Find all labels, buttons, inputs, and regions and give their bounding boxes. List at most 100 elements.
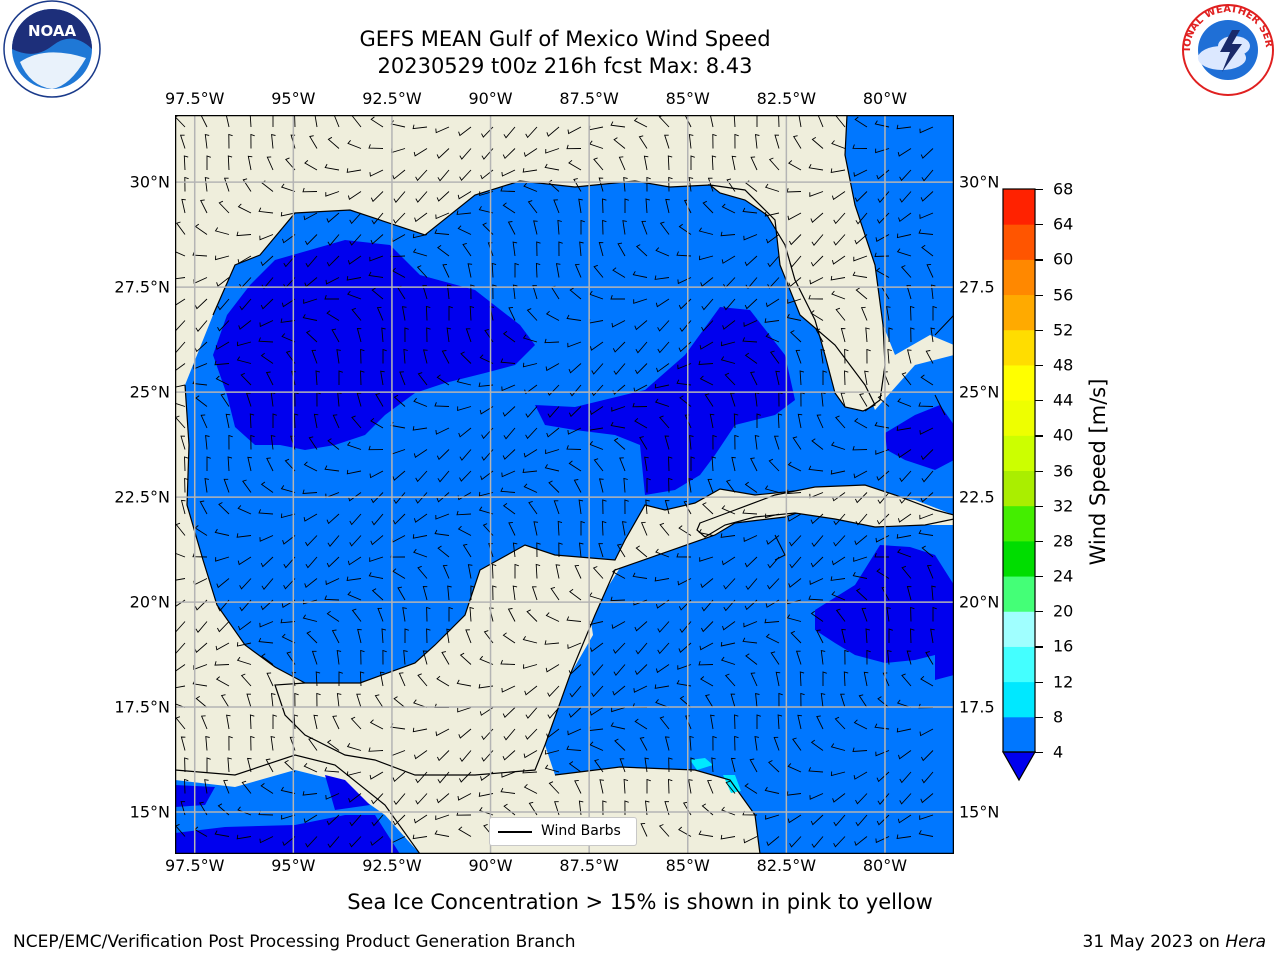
wind-barb-501 xyxy=(412,426,428,431)
wind-barb-525 xyxy=(180,435,186,450)
wind-barb-1107 xyxy=(668,778,673,794)
wind-barb-365 xyxy=(502,331,516,343)
wind-barb-377 xyxy=(765,333,780,343)
wind-barb-281 xyxy=(194,298,208,310)
wind-barb-696 xyxy=(854,535,868,546)
wind-barb-1119 xyxy=(920,793,934,804)
wind-barb-1021 xyxy=(308,737,318,751)
wind-barb-654 xyxy=(702,502,714,515)
wind-barb-144 xyxy=(258,207,274,214)
wind-barb-612 xyxy=(548,480,560,493)
wind-barb-923 xyxy=(456,679,472,687)
wind-barb-544 xyxy=(589,441,604,450)
wind-barb-981 xyxy=(200,715,208,730)
colorbar-label-8: 8 xyxy=(1053,707,1064,727)
wind-barb-611 xyxy=(523,483,538,493)
wind-barb-129 xyxy=(707,177,714,192)
wind-barb-389 xyxy=(260,352,274,364)
wind-barb-150 xyxy=(393,212,406,224)
wind-barb-776 xyxy=(303,599,318,605)
wind-barb-210 xyxy=(175,247,186,257)
wind-barb-655 xyxy=(721,505,736,515)
wind-barb-993 xyxy=(458,728,472,739)
wind-barb-148 xyxy=(349,212,362,225)
noaa-logo-text: NOAA xyxy=(28,22,77,40)
wind-barb-62 xyxy=(774,134,780,149)
wind-barb-527 xyxy=(228,434,233,450)
noaa-logo: NOAA xyxy=(3,0,101,98)
wind-barb-1180 xyxy=(720,834,736,840)
wind-barb-46 xyxy=(413,148,428,157)
wind-barb-336 xyxy=(634,320,648,331)
wind-barb-181 xyxy=(304,234,318,246)
wind-barb-848 xyxy=(357,628,362,644)
wind-barb-926 xyxy=(524,685,538,696)
wind-barb-576 xyxy=(522,468,538,474)
wind-barb-709 xyxy=(369,556,384,563)
wind-barb-1109 xyxy=(707,779,714,794)
wind-barb-352 xyxy=(215,341,230,350)
wind-barb-991 xyxy=(412,727,428,733)
wind-barb-68 xyxy=(897,148,912,157)
wind-barb-413 xyxy=(795,349,802,364)
wind-barb-119 xyxy=(479,191,494,197)
wind-barb-29 xyxy=(817,115,824,128)
wind-barb-41 xyxy=(309,135,318,149)
wind-barb-486 xyxy=(859,393,868,407)
wind-barb-12 xyxy=(435,126,450,134)
wind-barb-488 xyxy=(897,398,912,407)
wind-barb-6 xyxy=(314,115,318,128)
wind-barb-249 xyxy=(261,277,274,289)
wind-barb-644 xyxy=(478,506,494,515)
wind-barb-891 xyxy=(523,664,538,669)
wind-barb-95 xyxy=(731,155,737,171)
wind-barb-857 xyxy=(544,640,560,645)
wind-barb-1049 xyxy=(920,750,934,762)
wind-barb-1058 xyxy=(346,771,362,776)
wind-barb-447 xyxy=(775,370,780,386)
wind-barb-255 xyxy=(391,267,406,278)
wind-barb-345 xyxy=(835,307,846,321)
wind-barb-639 xyxy=(371,513,384,526)
wind-barb-442 xyxy=(654,383,670,389)
wind-barb-1000 xyxy=(610,722,626,730)
wind-barb-243 xyxy=(896,248,912,257)
lon-tick-top-4: 87.5°W xyxy=(559,89,619,108)
colorbar-band-14 xyxy=(1003,224,1035,260)
wind-barb-922 xyxy=(436,675,450,687)
wind-barb-678 xyxy=(457,525,472,536)
low-wind-region-bahamas xyxy=(885,405,954,470)
wind-barb-1002 xyxy=(659,716,670,730)
wind-barb-512 xyxy=(659,415,670,429)
wind-barb-1057 xyxy=(324,767,340,773)
wind-barb-285 xyxy=(281,298,296,308)
wind-barb-48 xyxy=(459,148,472,160)
wind-barb-380 xyxy=(840,328,846,343)
wind-barb-1005 xyxy=(734,714,739,730)
wind-barb-298 xyxy=(569,287,582,300)
wind-barb-800 xyxy=(831,591,846,601)
wind-barb-754 xyxy=(592,566,604,579)
wind-barb-280 xyxy=(175,298,186,306)
wind-barb-463 xyxy=(356,392,362,407)
wind-barb-829 xyxy=(700,621,714,633)
wind-barb-1016 xyxy=(205,736,210,751)
wind-barb-411 xyxy=(744,352,758,364)
wind-barb-130 xyxy=(726,178,736,192)
wind-barb-1168 xyxy=(458,826,472,837)
wind-barb-1035 xyxy=(614,738,626,751)
wind-barb-247 xyxy=(216,277,230,287)
wind-barb-172 xyxy=(877,212,890,224)
colorbar-label-36: 36 xyxy=(1053,461,1074,480)
wind-barb-788 xyxy=(569,588,582,601)
wind-barb-66 xyxy=(852,144,868,149)
wind-barb-252 xyxy=(325,277,340,285)
wind-barb-61 xyxy=(754,134,760,149)
wind-barb-896 xyxy=(634,664,648,676)
wind-barb-1158 xyxy=(236,834,252,840)
wind-barb-643 xyxy=(456,510,472,516)
wind-barb-15 xyxy=(503,126,516,139)
wind-barb-545 xyxy=(613,437,626,450)
wind-barb-799 xyxy=(808,595,824,601)
wind-barb-385 xyxy=(175,363,186,372)
